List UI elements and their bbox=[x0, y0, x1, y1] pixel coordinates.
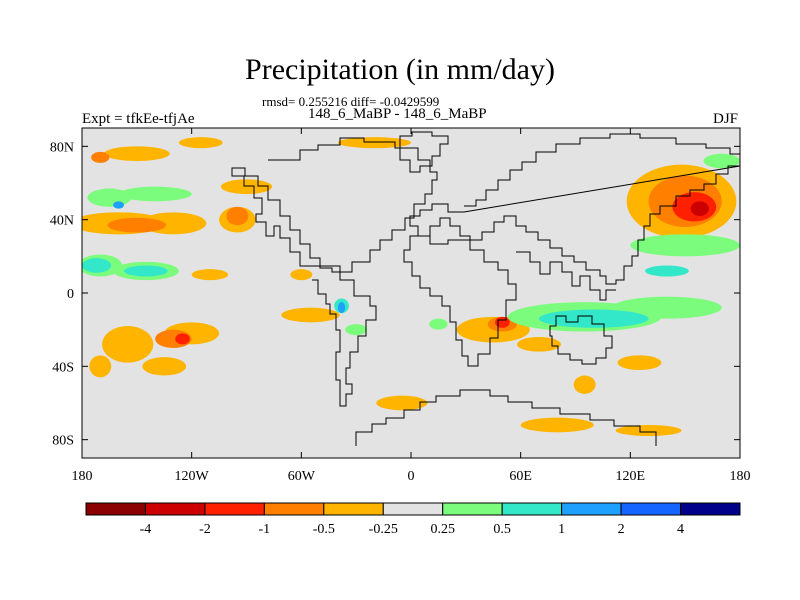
lat-tick-label: 40S bbox=[52, 360, 74, 375]
coastline-australia bbox=[549, 315, 613, 365]
contour-region-1 bbox=[337, 302, 346, 314]
colorbar-label: -0.5 bbox=[313, 522, 335, 537]
latitude-axis: 80N 40N 0 40S 80S bbox=[50, 140, 740, 449]
lon-tick-label: 0 bbox=[408, 469, 415, 484]
colorbar-swatch bbox=[85, 502, 146, 516]
colorbar: -4 -2 -1 -0.5 -0.25 0.25 0.5 1 2 4 bbox=[85, 502, 741, 537]
contour-region--1 bbox=[495, 316, 510, 328]
contour-region-0.25 bbox=[429, 318, 448, 330]
coastline-africa bbox=[403, 235, 517, 367]
contour-region--0.25 bbox=[290, 269, 313, 281]
colorbar-label: 0.5 bbox=[493, 522, 511, 537]
contour-region-0.5 bbox=[538, 309, 649, 328]
experiment-label: Expt = tfkEe-tfjAe bbox=[82, 111, 195, 127]
contour-region--0.5 bbox=[91, 151, 110, 163]
colorbar-swatch bbox=[144, 502, 206, 516]
colorbar-label: 0.25 bbox=[430, 522, 455, 537]
coastline-north-america bbox=[231, 137, 438, 273]
contour-region-0.25 bbox=[630, 234, 740, 257]
colorbar-swatch bbox=[680, 502, 741, 516]
colorbar-swatch bbox=[501, 502, 563, 516]
colorbar-swatch bbox=[204, 502, 265, 516]
contour-region-0.25 bbox=[118, 186, 192, 202]
lat-tick-label: 0 bbox=[67, 287, 74, 302]
colorbar-label: 2 bbox=[618, 522, 625, 537]
contour-region--0.25 bbox=[376, 395, 428, 411]
lat-tick-label: 80N bbox=[50, 140, 74, 155]
colorbar-label: -4 bbox=[140, 522, 152, 537]
colorbar-swatch bbox=[442, 502, 503, 516]
coastline-south-asia bbox=[516, 251, 616, 301]
contour-region--0.25 bbox=[337, 137, 412, 149]
colorbar-swatch bbox=[561, 502, 622, 516]
contour-region-0.5 bbox=[124, 265, 168, 277]
lat-tick-label: 80S bbox=[52, 434, 74, 449]
contour-region--0.25 bbox=[615, 425, 682, 436]
coastline-south-america bbox=[312, 265, 377, 407]
contour-region--0.5 bbox=[226, 206, 249, 226]
colorbar-label: 1 bbox=[558, 522, 565, 537]
contour-region--0.5 bbox=[107, 217, 167, 233]
contour-region--0.25 bbox=[220, 179, 273, 195]
contour-region--0.25 bbox=[102, 326, 154, 363]
lat-tick-label: 40N bbox=[50, 214, 74, 229]
lon-tick-label: 180 bbox=[730, 469, 751, 484]
contour-region--0.25 bbox=[103, 146, 170, 162]
colorbar-swatch bbox=[620, 502, 682, 516]
contour-region--0.25 bbox=[520, 417, 594, 433]
contour-region--2 bbox=[690, 201, 709, 217]
case-label: 148_6_MaBP - 148_6_MaBP bbox=[308, 106, 487, 122]
contour-region--1 bbox=[175, 333, 190, 345]
lon-tick-label: 120E bbox=[616, 469, 646, 484]
contour-region--0.25 bbox=[89, 355, 112, 378]
plot-title: Precipitation (in mm/day) bbox=[245, 53, 555, 86]
lon-tick-label: 60E bbox=[509, 469, 532, 484]
lon-tick-label: 60W bbox=[288, 469, 316, 484]
colorbar-swatch bbox=[323, 502, 384, 516]
colorbar-swatch bbox=[263, 502, 325, 516]
contour-region--0.25 bbox=[617, 355, 662, 370]
contour-region-1 bbox=[113, 201, 125, 209]
colorbar-label: 4 bbox=[677, 522, 684, 537]
colorbar-label: -2 bbox=[199, 522, 211, 537]
contour-region--0.25 bbox=[281, 307, 340, 323]
contour-region-0.5 bbox=[82, 258, 112, 273]
coastline-antarctica bbox=[355, 389, 657, 446]
stats-line: rmsd= 0.255216 diff= -0.0429599 bbox=[262, 94, 440, 109]
contour-region-0.5 bbox=[644, 265, 689, 277]
contour-region--0.25 bbox=[142, 357, 187, 376]
contour-region--0.25 bbox=[178, 137, 223, 149]
contour-fills bbox=[82, 137, 740, 436]
colorbar-swatch bbox=[382, 502, 444, 516]
lon-tick-label: 120W bbox=[175, 469, 210, 484]
longitude-axis: 180 120W 60W 0 60E 120E 180 bbox=[72, 128, 751, 484]
contour-region--0.25 bbox=[191, 269, 229, 281]
contour-region--0.25 bbox=[573, 375, 596, 394]
coastline-greenland bbox=[399, 131, 449, 173]
season-label: DJF bbox=[712, 111, 738, 127]
contour-region-0.25 bbox=[703, 153, 740, 169]
contour-region-0.25 bbox=[345, 324, 368, 336]
contour-region-0.25 bbox=[612, 296, 722, 319]
colorbar-label: -0.25 bbox=[369, 522, 398, 537]
colorbar-label: -1 bbox=[259, 522, 271, 537]
lon-tick-label: 180 bbox=[72, 469, 93, 484]
coastlines bbox=[231, 131, 740, 446]
contour-region--0.25 bbox=[517, 337, 561, 352]
